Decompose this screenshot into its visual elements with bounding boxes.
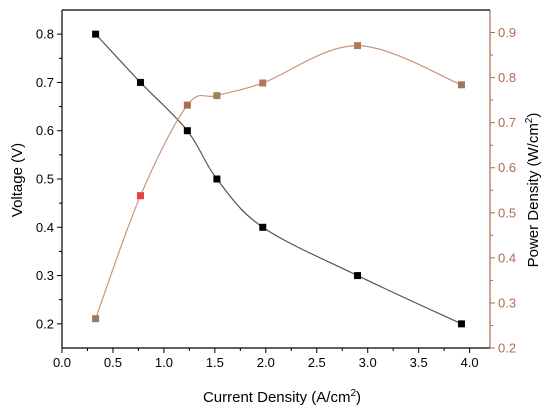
voltage-point [136,78,144,86]
y-right-tick-label: 0.8 [498,70,516,85]
y-right-axis-title-sup: 2 [524,117,535,123]
x-tick-label: 0.0 [53,355,71,370]
x-tick-label: 3.0 [359,355,377,370]
y-right-tick-label: 0.5 [498,205,516,220]
power-density-point [136,192,144,200]
voltage-point [213,175,221,183]
y-left-tick-label: 0.6 [36,123,54,138]
voltage-point [92,30,100,38]
x-tick-label: 1.5 [206,355,224,370]
power-density-point [92,315,100,323]
power-density-point [213,92,221,100]
power-density-point [457,81,465,89]
x-axis-title: Current Density (A/cm2) [203,388,361,406]
x-tick-label: 1.0 [155,355,173,370]
voltage-point [183,127,191,135]
x-tick-label: 0.5 [104,355,122,370]
x-axis-title-end: ) [356,389,361,406]
voltage-curve [95,33,462,325]
x-tick-label: 2.0 [257,355,275,370]
y-left-axis-title: Voltage (V) [9,143,26,217]
y-left-axis-ticks: 0.2 0.3 0.4 0.5 0.6 0.7 0.8 [36,27,62,331]
x-axis-title-main: Current Density (A/cm [203,389,351,406]
plot-frame [61,9,491,349]
y-left-tick-label: 0.8 [36,27,54,42]
series-lines [95,33,462,325]
y-right-axis-title-end: ) [525,113,542,118]
y-right-axis-ticks: 0.2 0.3 0.4 0.5 0.6 0.7 0.8 0.9 [490,25,516,356]
power-density-point [354,42,362,50]
y-right-tick-label: 0.3 [498,295,516,310]
x-axis-title-sup: 2 [350,388,356,399]
series-markers [92,30,465,328]
power-density-point [183,101,191,109]
x-tick-label: 3.5 [410,355,428,370]
y-right-axis-title-main: Power Density (W/cm [525,123,542,267]
y-left-tick-label: 0.3 [36,268,54,283]
x-tick-label: 4.0 [461,355,479,370]
y-left-tick-label: 0.5 [36,172,54,187]
voltage-point [259,223,267,231]
y-right-tick-label: 0.6 [498,160,516,175]
power-density-point [259,79,267,87]
power-density-curve [95,45,462,319]
y-left-tick-label: 0.7 [36,75,54,90]
x-tick-label: 2.5 [308,355,326,370]
y-left-tick-label: 0.2 [36,316,54,331]
voltage-point [354,272,362,280]
y-right-tick-label: 0.2 [498,341,516,356]
y-right-tick-label: 0.4 [498,250,516,265]
y-right-tick-label: 0.9 [498,25,516,40]
x-axis-ticks: 0.0 0.5 1.0 1.5 2.0 2.5 3.0 3.5 4.0 [53,348,479,370]
y-right-tick-label: 0.7 [498,115,516,130]
voltage-point [457,320,465,328]
y-right-axis-title: Power Density (W/cm2) [524,113,542,268]
y-left-tick-label: 0.4 [36,220,54,235]
